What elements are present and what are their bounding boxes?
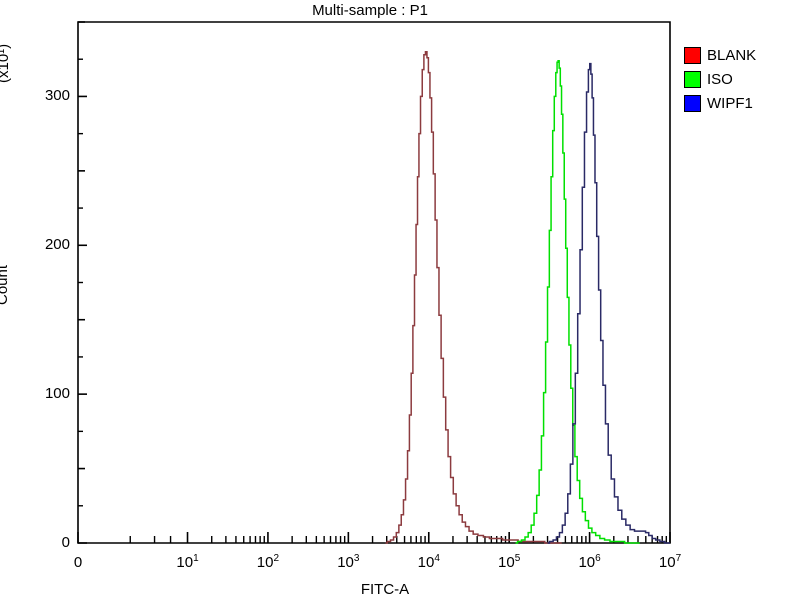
y-axis-tick-label: 100 [44, 385, 70, 403]
x-axis-tick-label: 0 [73, 554, 83, 571]
y-axis-tick-label: 0 [61, 534, 70, 551]
x-axis-tick-label: 101 [176, 553, 199, 571]
legend-item-iso[interactable]: ISO [684, 68, 796, 90]
chart-legend: BLANK ISO WIPF1 [684, 44, 796, 116]
x-axis-tick-label: 104 [417, 553, 440, 571]
x-axis-tick-label: 106 [578, 553, 601, 571]
histogram-trace-blank [385, 51, 562, 544]
x-axis-tick-label: 107 [658, 553, 682, 571]
legend-item-label: WIPF1 [707, 94, 753, 112]
x-axis-label: FITC-A [360, 581, 410, 598]
y-axis-tick-label: 200 [44, 236, 70, 254]
x-axis-tick-label: 103 [337, 553, 360, 571]
legend-color-swatch [684, 70, 701, 88]
legend-item-wipf1[interactable]: WIPF1 [684, 92, 796, 114]
y-axis-multiplier: (x10¹) [0, 43, 12, 83]
plot-frame [77, 21, 671, 544]
legend-color-swatch [684, 94, 701, 112]
legend-color-swatch [684, 46, 701, 64]
x-axis-tick-label: 105 [498, 553, 521, 571]
y-axis-tick-label: 300 [44, 87, 70, 105]
legend-item-label: BLANK [707, 46, 757, 64]
y-axis-label: Count [0, 264, 11, 305]
histogram-trace-iso [515, 59, 640, 544]
histogram-trace-wipf1 [547, 62, 670, 544]
chart-title: Multi-sample : P1 [312, 2, 428, 19]
legend-item-blank[interactable]: BLANK [684, 44, 796, 66]
x-axis-tick-label: 102 [256, 553, 280, 571]
legend-item-label: ISO [707, 70, 733, 88]
